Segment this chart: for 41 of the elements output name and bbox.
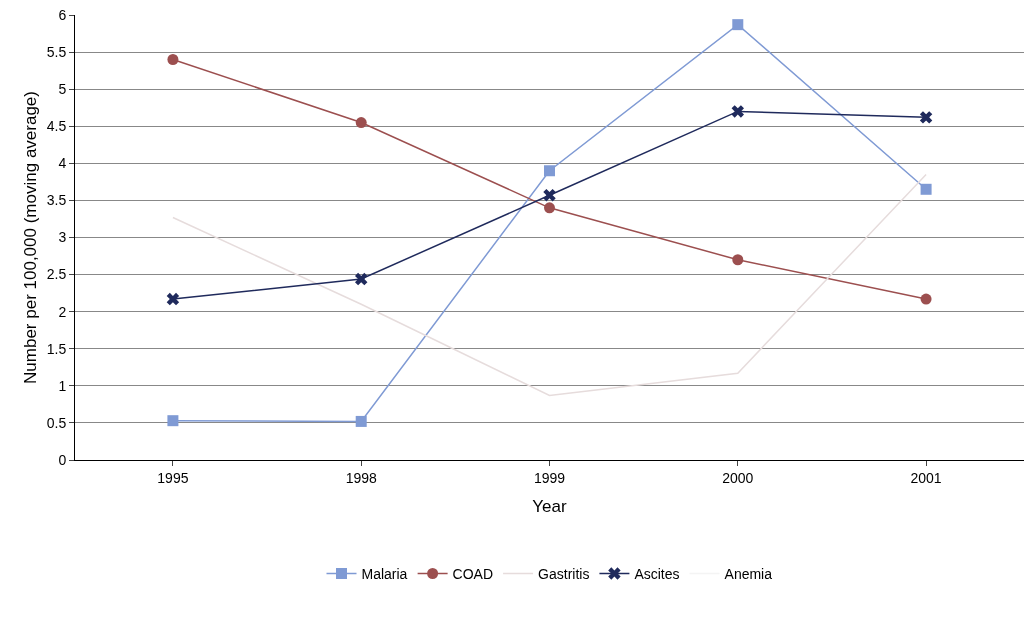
y-axis-title: Number per 100,000 (moving average)	[21, 91, 41, 384]
y-tick-label: 4	[58, 155, 67, 172]
y-tick-label: 4.5	[46, 118, 67, 135]
point	[732, 19, 744, 31]
legend-label: Malaria	[361, 565, 408, 582]
y-tick-label: 6	[58, 6, 67, 23]
point	[920, 183, 932, 195]
x-tick-label: 1995	[157, 469, 189, 486]
y-tick-label: 0.5	[46, 414, 67, 431]
point	[355, 415, 367, 427]
point	[919, 111, 933, 124]
point	[354, 272, 368, 286]
point	[166, 292, 180, 306]
point	[355, 117, 367, 129]
y-tick-label: 1.5	[46, 340, 67, 357]
legend-label: COAD	[452, 565, 494, 582]
y-tick-label: 1	[58, 377, 67, 394]
y-tick-label: 0	[58, 451, 67, 468]
x-axis-title: Year	[532, 497, 568, 517]
y-tick-label: 3	[58, 229, 67, 246]
y-tick-label: 2.5	[46, 266, 67, 283]
y-tick-label: 3.5	[46, 192, 67, 209]
point	[544, 165, 555, 177]
y-tick-label: 5.5	[46, 43, 67, 60]
point	[167, 54, 179, 65]
x-tick-label: 2000	[722, 469, 754, 486]
point	[732, 254, 744, 266]
point	[544, 202, 555, 214]
x-tick-label: 1998	[345, 469, 377, 486]
line-series	[172, 173, 927, 397]
y-tick-label: 2	[58, 303, 67, 320]
legend-label: Anemia	[724, 565, 773, 582]
x-tick-label: 2001	[910, 469, 942, 486]
point	[167, 415, 179, 427]
point	[731, 105, 745, 118]
legend-label: Gastritis	[538, 565, 590, 582]
x-tick-label: 1999	[533, 469, 566, 486]
legend-label: Ascites	[634, 565, 680, 582]
y-tick-label: 5	[58, 81, 67, 98]
point	[920, 293, 932, 305]
point	[543, 189, 556, 202]
